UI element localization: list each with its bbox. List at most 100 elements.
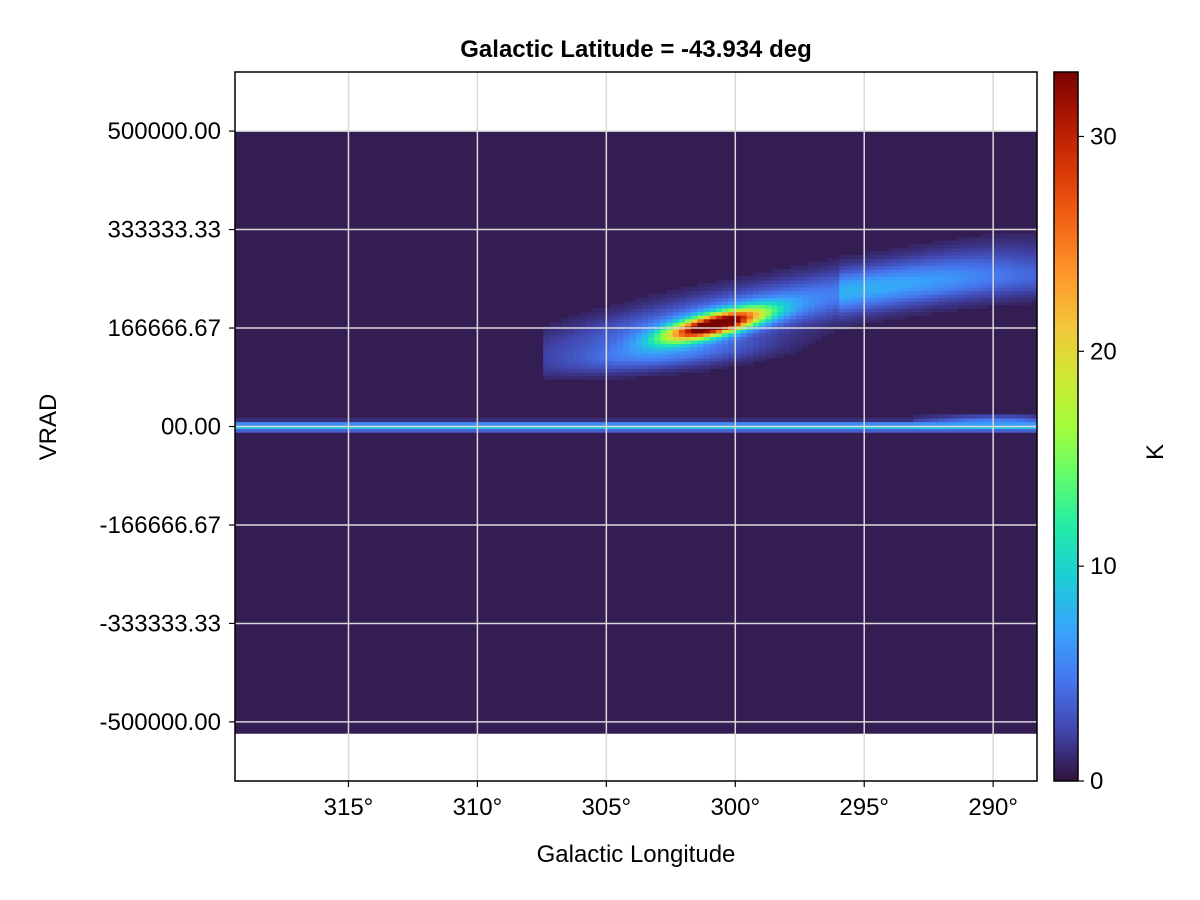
heatmap-cell [931,276,939,281]
heatmap-cell [715,343,723,348]
heatmap-cell [752,297,760,302]
heatmap-cell [703,315,711,320]
heatmap-cell [814,293,822,298]
heatmap-cell [993,272,1001,277]
heatmap-cell [746,308,754,313]
heatmap-cell [722,304,729,309]
heatmap-cell [1012,254,1019,260]
heatmap-cell [857,421,865,426]
heatmap-cell [870,265,877,270]
heatmap-cell [666,308,674,313]
heatmap-cell [709,283,717,288]
heatmap-cell [444,428,452,433]
heatmap-cell [888,279,896,284]
heatmap-cell [1005,247,1013,252]
heatmap-cell [913,293,921,298]
heatmap-cell [697,339,705,345]
heatmap-cell [1024,421,1032,426]
heatmap-cell [981,269,988,274]
heatmap-cell [685,318,692,323]
heatmap-cell [691,368,698,373]
heatmap-cell [950,276,958,281]
heatmap-cell [771,347,779,352]
heatmap-cell [635,347,643,352]
heatmap-cell [857,261,865,267]
heatmap-cell [975,265,982,270]
heatmap-cell [968,276,976,281]
heatmap-cell [771,318,779,323]
heatmap-cell [839,417,847,423]
heatmap-cell [894,269,902,274]
heatmap-cell [734,304,742,309]
heatmap-cell [975,283,982,288]
heatmap-cell [759,286,766,291]
heatmap-cell [981,251,988,256]
heatmap-cell [870,254,877,260]
heatmap-cell [796,290,803,295]
heatmap-cell [1018,279,1025,284]
heatmap-cell [808,329,816,334]
heatmap-cell [506,428,513,433]
heatmap-cell [925,414,933,419]
heatmap-cell [561,347,569,352]
heatmap-cell [839,300,847,306]
heatmap-cell [617,368,624,373]
heatmap-cell [629,311,637,316]
heatmap-cell [826,304,834,309]
heatmap-cell [1012,286,1019,291]
heatmap-cell [277,428,285,433]
heatmap-cell [580,350,587,355]
heatmap-cell [691,297,698,302]
heatmap-cell [931,414,939,419]
heatmap-cell [839,311,847,316]
heatmap-cell [450,417,458,423]
heatmap-cell [401,428,409,433]
heatmap-cell [641,308,649,313]
heatmap-cell [734,350,742,355]
heatmap-cell [783,283,791,288]
heatmap-cell [1030,290,1037,295]
heatmap-cell [746,357,754,362]
heatmap-cell [759,311,766,316]
heatmap-cell [759,272,766,277]
heatmap-cell [968,261,976,267]
heatmap-cell [826,315,834,320]
heatmap-cell [888,283,896,288]
heatmap-cell [635,357,643,362]
heatmap-cell [1018,247,1025,252]
heatmap-cell [623,417,631,423]
heatmap-cell [623,318,631,323]
heatmap-cell [857,276,865,281]
heatmap-cell [555,329,563,334]
heatmap-cell [925,272,933,277]
heatmap-cell [580,332,587,337]
heatmap-cell [845,265,853,270]
heatmap-cell [715,315,723,320]
heatmap-cell [549,364,557,369]
heatmap-cell [765,276,773,281]
heatmap-cell [882,286,890,291]
heatmap-cell [586,368,594,373]
heatmap-cell [697,421,705,426]
heatmap-cell [839,279,847,284]
heatmap-cell [654,336,661,341]
heatmap-cell [802,421,810,426]
heatmap-cell [987,254,995,260]
heatmap-cell [598,357,606,362]
heatmap-cell [851,417,859,423]
heatmap-cell [592,375,600,380]
heatmap-cell [240,428,248,433]
heatmap-cell [962,293,970,298]
heatmap-cell [944,286,951,291]
heatmap-cell [654,300,661,306]
x-tick-label: 300° [710,794,760,821]
heatmap-cell [703,332,711,337]
heatmap-cell [580,368,587,373]
heatmap-cell [968,240,976,245]
heatmap-cell [685,332,692,337]
x-tick-label: 310° [453,794,503,821]
heatmap-cell [685,350,692,355]
heatmap-cell [715,311,723,316]
heatmap-cell [937,300,945,306]
heatmap-cell [882,283,890,288]
